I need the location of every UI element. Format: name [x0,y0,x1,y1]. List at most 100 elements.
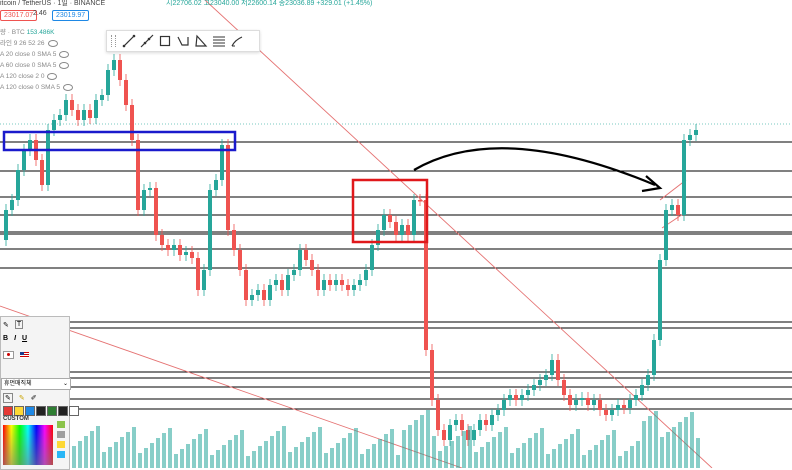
candle-body [610,410,614,415]
legend-line[interactable]: A 20 close 0 SMA 5 [0,49,73,60]
color-swatch-red[interactable] [3,406,13,416]
font-select[interactable]: 휴먼매직체 ⌄ [1,378,71,390]
panel-pen-row: ✎ ✎ ✐ [3,393,37,403]
candle-body [208,190,212,270]
candle-body [628,400,632,408]
volume-bar [696,438,700,468]
candle-body [256,290,260,295]
volume-bar [312,432,316,468]
kr-flag-icon[interactable] [3,351,14,359]
recent-color-cyan[interactable] [57,451,65,458]
line-tool-icon[interactable] [120,32,138,50]
volume-bar [366,449,370,468]
volume-bar [528,438,532,468]
candle-body [334,280,338,285]
path-tool-icon[interactable] [174,32,192,50]
ray-tool-icon[interactable] [138,32,156,50]
triangle-tool-icon[interactable] [192,32,210,50]
text-tool-icon[interactable]: T [14,320,24,329]
volume-bar [138,453,142,468]
candle-body [382,215,386,230]
eye-icon[interactable] [59,50,70,58]
candle-body [514,395,518,400]
candle-body [268,285,272,300]
volume-bar [258,446,262,468]
eraser-icon[interactable]: ✐ [30,395,37,402]
volume-bar [168,428,172,468]
drawing-toolbar[interactable] [106,30,260,52]
drag-handle[interactable] [111,35,116,47]
volume-bar [78,441,82,468]
color-spectrum-picker[interactable] [3,425,53,465]
color-swatch-dark[interactable] [58,406,68,416]
trendline [659,179,687,201]
candle-body [346,285,350,290]
custom-color-label: CUSTOM [3,416,29,422]
text-style-panel[interactable]: ✎ T B I U 휴먼매직체 ⌄ ✎ ✎ ✐ CUSTOM [0,316,79,470]
volume-bar [534,433,538,468]
volume-bar [462,431,466,468]
color-swatch-white[interactable] [69,406,79,416]
candle-body [616,405,620,410]
color-swatch-black[interactable] [36,406,46,416]
pen-icon[interactable]: ✎ [3,393,13,403]
brush-tool-icon[interactable] [228,32,246,50]
volume-bar [132,427,136,468]
volume-bar [420,415,424,468]
candle-body [520,395,524,400]
us-flag-icon[interactable] [20,352,29,358]
rectangle-tool-icon[interactable] [156,32,174,50]
candle-body [430,350,434,400]
candle-body [436,400,440,430]
color-swatch-yellow[interactable] [14,406,24,416]
volume-bar [690,412,694,468]
legend-line[interactable]: 라인 9 26 52 26 [0,38,73,49]
legend-line[interactable]: A 120 close 2 0 [0,71,73,82]
candle-body [40,160,44,185]
candle-body [508,395,512,400]
bold-button[interactable]: B [3,335,9,342]
volume-bar [102,452,106,468]
color-swatch-green[interactable] [47,406,57,416]
volume-bar [234,435,238,468]
legend-line[interactable]: A 120 close 0 SMA 5 [0,82,73,93]
candle-body [658,260,662,340]
underline-button[interactable]: U [22,335,28,342]
candle-body [418,200,422,202]
candle-body [376,230,380,245]
chart-header: itcoin / TetherUS · 1일 · BINANCE 시22706.… [0,0,792,22]
legend-volume-label: 량 · BTC [0,29,25,36]
candle-body [394,222,398,235]
highlighter-icon[interactable]: ✎ [18,395,25,402]
eye-icon[interactable] [47,39,58,47]
fib-tool-icon[interactable] [210,32,228,50]
recent-color-green[interactable] [57,421,65,428]
ask-price[interactable]: 23019.97 [52,10,90,21]
recent-color-gray[interactable] [57,431,65,438]
candle-body [586,398,590,405]
eye-icon[interactable] [62,83,73,91]
eye-icon[interactable] [47,72,58,80]
bid-price[interactable]: 23017.07 [0,10,38,21]
volume-bar [84,436,88,468]
candle-body [238,250,242,270]
volume-bar [564,439,568,468]
color-swatch-blue[interactable] [25,406,35,416]
volume-bar [228,440,232,468]
indicator-legend: 량 · BTC 153.486K 라인 9 26 52 26 A 20 clos… [0,27,73,93]
candle-body [502,400,506,410]
legend-line[interactable]: A 60 close 0 SMA 5 [0,60,73,71]
color-palette [3,406,79,416]
pencil-icon[interactable]: ✎ [3,321,9,329]
volume-bar [660,437,664,468]
italic-button[interactable]: I [14,335,17,342]
candle-body [490,415,494,425]
eye-icon[interactable] [59,61,70,69]
volume-bar [294,447,298,468]
candle-body [472,430,476,440]
candle-body [448,425,452,440]
candle-body [22,150,26,170]
recent-color-yellow[interactable] [57,441,65,448]
panel-format-row: B I U [3,335,27,342]
